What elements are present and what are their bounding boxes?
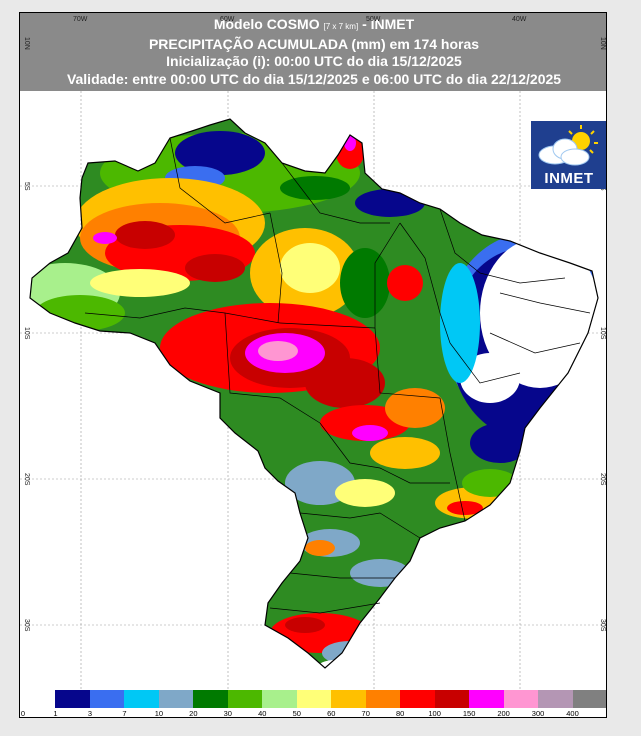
legend-tick-label: 30: [223, 709, 232, 718]
legend-swatch: [538, 690, 573, 708]
legend-swatch: [124, 690, 159, 708]
logo-text: INMET: [544, 170, 594, 187]
legend-swatch: [365, 690, 401, 708]
product-title: PRECIPITAÇÃO ACUMULADA (mm) em 174 horas: [148, 35, 480, 52]
lon-label-50w: 50W: [366, 16, 381, 23]
legend-swatch: [503, 690, 539, 708]
legend-tick-label: 70: [361, 709, 370, 718]
legend-tick-label: 3: [87, 709, 93, 718]
validity-text: Validade: entre 00:00 UTC do dia 15/12/2…: [66, 70, 562, 87]
map-title-header: Modelo COSMO [7 x 7 km] - INMET PRECIPIT…: [20, 13, 606, 91]
legend-tick-label: 400: [566, 709, 579, 718]
map-frame: Modelo COSMO [7 x 7 km] - INMET PRECIPIT…: [19, 12, 607, 718]
inmet-logo: INMET: [531, 121, 606, 189]
legend-swatch: [89, 690, 125, 708]
legend-tick-label: 0: [20, 709, 26, 718]
sun-cloud-icon: [538, 125, 598, 166]
legend-tick-label: 40: [258, 709, 267, 718]
lat-label-right-3: 10S: [599, 327, 606, 340]
legend-tick-label: 60: [327, 709, 336, 718]
legend-tick-label: 50: [292, 709, 301, 718]
legend-tick-label: 150: [462, 709, 476, 718]
legend-swatch: [434, 690, 470, 708]
legend-tick-label: 80: [396, 709, 405, 718]
precipitation-map: [20, 91, 606, 689]
legend-swatch: [158, 690, 194, 708]
model-resolution: [7 x 7 km]: [323, 22, 359, 31]
legend-tick-label: 100: [428, 709, 441, 718]
legend-tick-label: 1: [53, 709, 58, 718]
lat-label-left-3: 10S: [23, 327, 30, 340]
model-name: Modelo COSMO: [213, 16, 320, 32]
legend-tick-label: 200: [497, 709, 510, 718]
legend-swatch: [572, 690, 606, 708]
initialization-text: Inicialização (i): 00:00 UTC do dia 15/1…: [166, 53, 462, 69]
legend-tick-label: 300: [531, 709, 545, 718]
lon-label-70w: 70W: [73, 16, 88, 23]
legend-swatch: [296, 690, 332, 708]
legend-swatch: [193, 690, 228, 708]
lat-label-left-5: 30S: [23, 619, 30, 632]
legend-swatch: [400, 690, 435, 708]
legend-swatch: [262, 690, 297, 708]
lat-label-right-1: 10N: [599, 37, 606, 50]
lat-label-left-1: 10N: [23, 37, 30, 50]
legend-tick-label: 10: [154, 709, 164, 718]
lat-label-left-4: 20S: [23, 473, 30, 486]
legend-swatch: [331, 690, 366, 708]
legend-tick-label: 7: [122, 709, 127, 718]
lon-label-60w: 60W: [220, 16, 235, 23]
legend-color-bar: [21, 690, 606, 708]
legend-swatch: [55, 690, 90, 708]
lat-label-right-4: 20S: [599, 473, 606, 486]
legend-tick-label: 20: [189, 709, 198, 718]
legend-swatch: [227, 690, 263, 708]
legend-swatch: [469, 690, 504, 708]
legend-tick-labels: 0 1 3 7 10 20 30 40 50 60 70 80 100 150 200 300 400: [20, 709, 606, 718]
legend-swatch: [21, 690, 56, 708]
precipitation-legend: 0 1 3 7 10 20 30 40 50 60 70 80 100 150 200 300 400: [20, 689, 606, 718]
lon-label-40w: 40W: [512, 16, 527, 23]
model-title: Modelo COSMO [7 x 7 km] - INMET: [20, 16, 606, 36]
model-source: - INMET: [362, 16, 415, 32]
lat-label-right-5: 30S: [599, 619, 606, 632]
lat-label-left-2: 5S: [23, 182, 30, 191]
